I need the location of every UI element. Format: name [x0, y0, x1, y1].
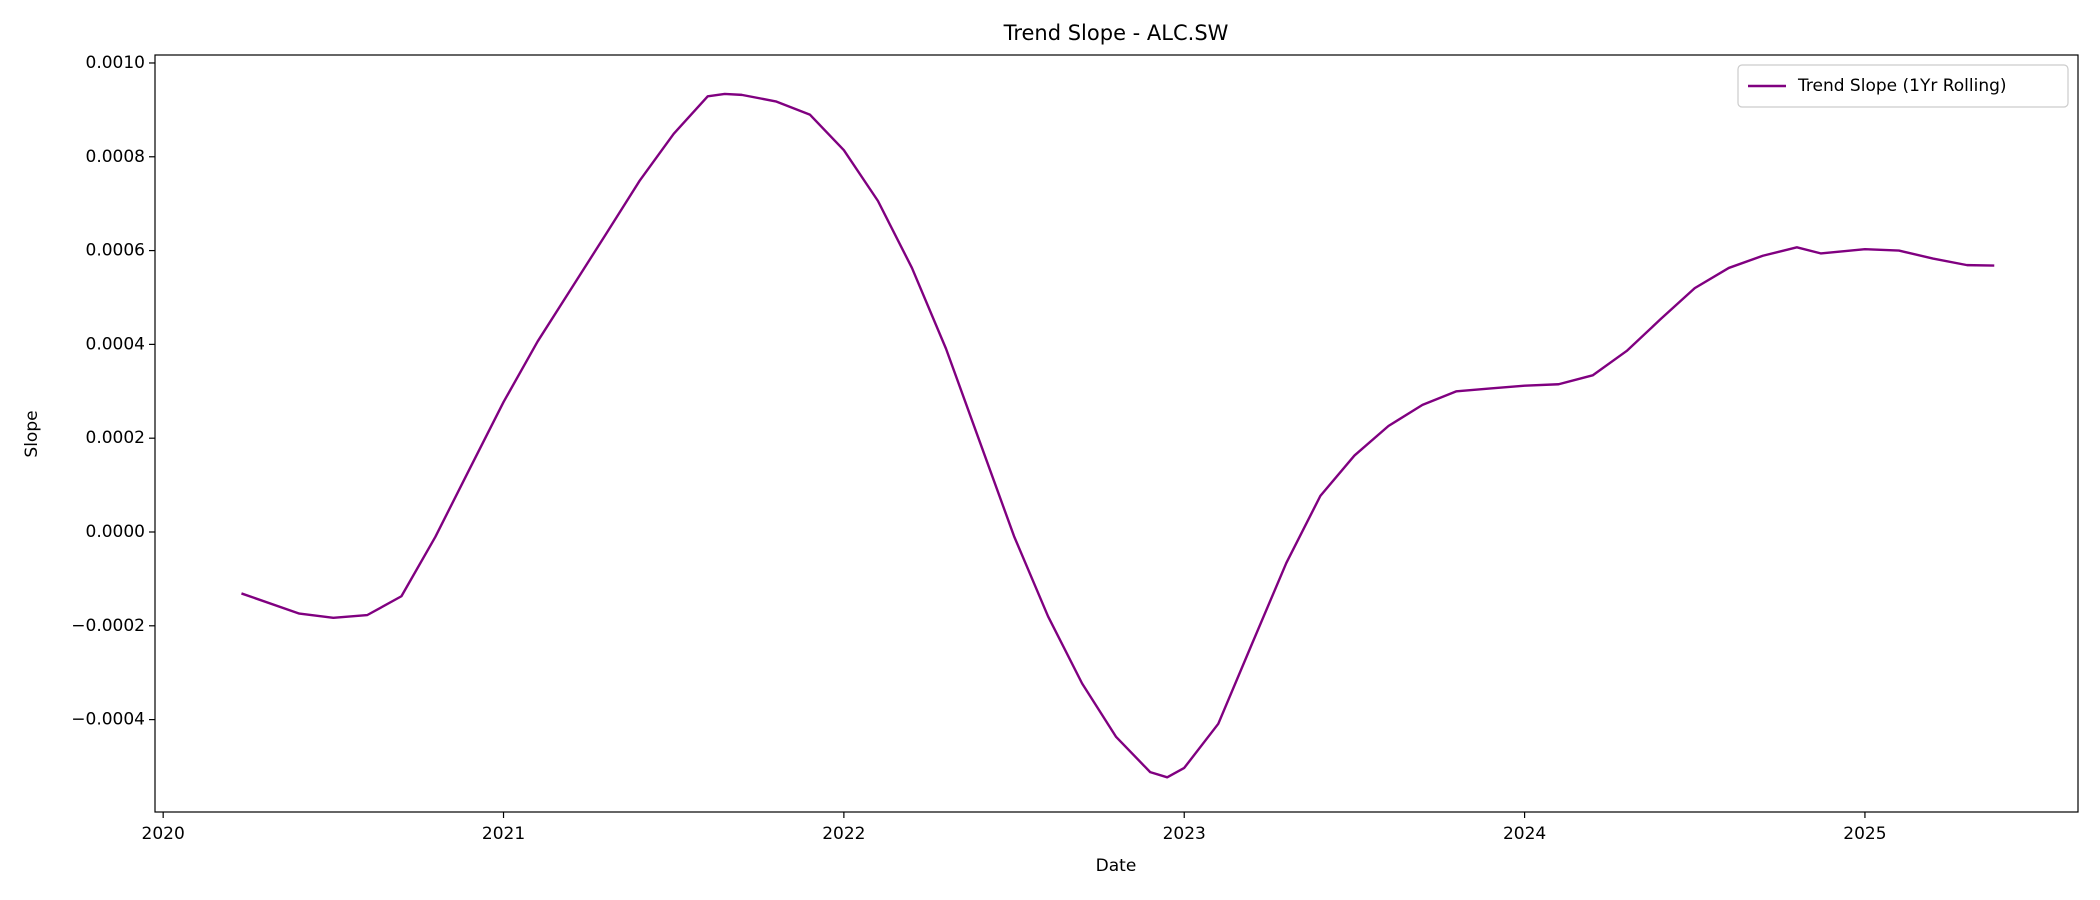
x-tick-label: 2024 — [1503, 824, 1546, 844]
y-tick-label: 0.0010 — [86, 53, 145, 73]
plot-frame — [154, 54, 2079, 813]
x-tick-label: 2022 — [822, 824, 865, 844]
y-tick-label: 0.0006 — [86, 241, 145, 261]
y-tick-label: 0.0000 — [86, 522, 145, 542]
y-tick-label: 0.0004 — [86, 334, 145, 354]
chart-title: Trend Slope - ALC.SW — [1003, 21, 1229, 45]
x-axis-label: Date — [1096, 856, 1137, 876]
y-tick-label: −0.0002 — [71, 616, 145, 636]
x-tick-label: 2025 — [1843, 824, 1886, 844]
y-tick-label: 0.0008 — [86, 147, 145, 167]
y-tick-label: −0.0004 — [71, 710, 145, 730]
y-axis-label: Slope — [22, 410, 42, 457]
x-tick-label: 2021 — [482, 824, 525, 844]
x-tick-label: 2020 — [142, 824, 185, 844]
legend-label: Trend Slope (1Yr Rolling) — [1797, 76, 2007, 96]
legend: Trend Slope (1Yr Rolling) — [1737, 64, 2069, 108]
series-line — [241, 92, 1995, 779]
legend-box — [1737, 64, 2069, 108]
x-tick-label: 2023 — [1163, 824, 1206, 844]
y-tick-label: 0.0002 — [86, 428, 145, 448]
